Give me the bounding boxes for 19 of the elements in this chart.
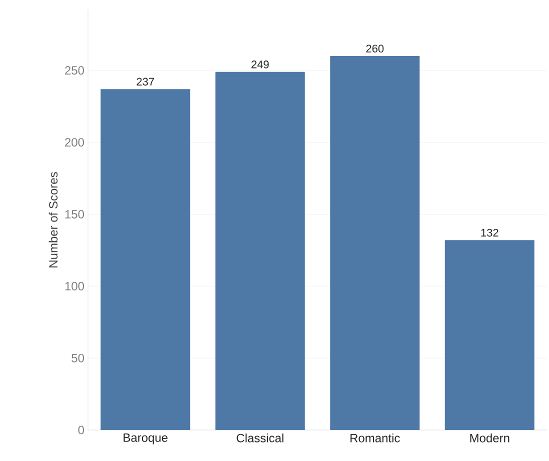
- y-tick-label: 200: [65, 138, 84, 147]
- x-tick-label: Romantic: [350, 434, 400, 442]
- y-tick-label: 0: [78, 426, 84, 434]
- data-label: 237: [136, 78, 154, 86]
- y-axis-title: Number of Scores: [48, 172, 58, 268]
- y-tick-label: 150: [65, 210, 84, 218]
- data-label: 260: [366, 44, 384, 52]
- y-tick-label: 250: [65, 66, 84, 75]
- bar: [215, 72, 305, 430]
- y-tick-label: 100: [65, 282, 84, 290]
- y-tick-label: 50: [72, 354, 84, 362]
- data-label: 249: [252, 60, 269, 68]
- x-tick-label: Modern: [470, 434, 510, 442]
- data-label: 132: [481, 228, 498, 237]
- x-tick-label: Classical: [236, 434, 284, 442]
- bar: [444, 240, 534, 430]
- x-tick-label: Baroque: [124, 434, 168, 444]
- bar: [330, 56, 420, 430]
- bar: [100, 89, 190, 430]
